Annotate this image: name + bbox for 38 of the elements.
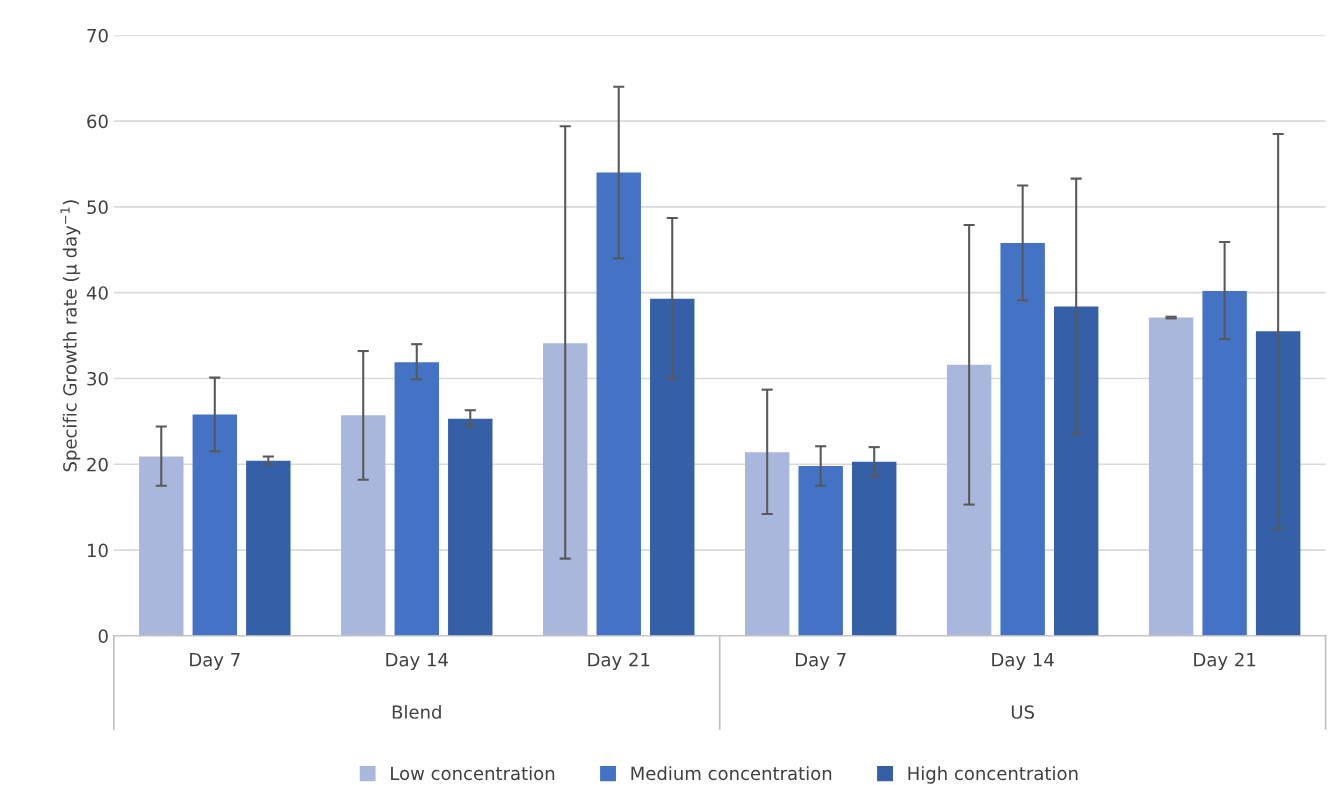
bar: [341, 415, 386, 636]
bar: [448, 418, 493, 636]
x-tick-label: Day 14: [992, 653, 1054, 670]
y-tick-label: 10: [87, 543, 108, 558]
y-tick-label: 0: [98, 629, 108, 643]
y-tick-label: 50: [87, 200, 108, 215]
text: Blend: [392, 704, 441, 719]
x-tick-label: Day 7: [796, 653, 846, 670]
bar: [1255, 331, 1301, 636]
bar: [394, 362, 439, 636]
bar: [192, 414, 238, 636]
y-tick-label: 40: [86, 286, 108, 300]
legend-label: Low concentration: [391, 766, 555, 781]
x-tick-label: Day 14: [386, 653, 448, 670]
bar: [650, 298, 695, 636]
bar: [1202, 290, 1247, 636]
y-axis-title: Specific Growth rate (μ day$^{−1}$): [60, 200, 81, 472]
x-tick-label: Day 21: [588, 652, 650, 670]
legend-label: Medium concentration: [631, 766, 832, 781]
bar: [542, 343, 588, 636]
bar: [744, 452, 790, 636]
x-tick-label: Day 7: [190, 653, 240, 670]
bar: [798, 465, 843, 636]
y-tick-label: 20: [87, 457, 108, 472]
bar: [1000, 242, 1045, 636]
y-tick-label: 60: [87, 114, 108, 129]
bar: [1148, 317, 1194, 636]
bar: [139, 456, 184, 636]
legend-label: High concentration: [908, 766, 1078, 784]
y-tick-label: 70: [87, 28, 108, 43]
bar: [596, 172, 641, 636]
bar: [1053, 306, 1099, 636]
text: US: [1011, 705, 1034, 719]
bar: [852, 461, 897, 636]
y-tick-label: 30: [87, 371, 108, 386]
bar: [246, 460, 291, 636]
bar: [946, 364, 992, 636]
x-tick-label: Day 21: [1194, 652, 1256, 670]
